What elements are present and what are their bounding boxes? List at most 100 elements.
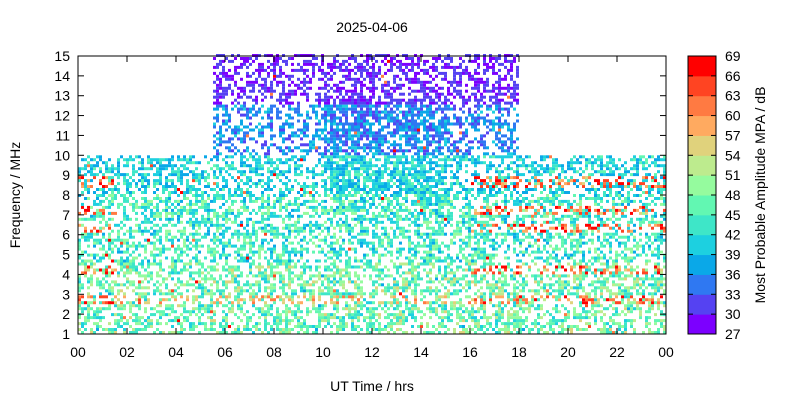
heatmap-cell — [267, 149, 270, 153]
heatmap-cell — [300, 173, 303, 177]
heatmap-cell — [78, 322, 81, 326]
heatmap-cell — [180, 182, 183, 186]
heatmap-cell — [312, 229, 315, 233]
heatmap-cell — [393, 86, 396, 90]
heatmap-cell — [216, 301, 219, 305]
heatmap-cell — [357, 298, 360, 302]
heatmap-cell — [99, 155, 102, 159]
heatmap-cell — [132, 170, 135, 174]
heatmap-cell — [366, 113, 369, 117]
heatmap-cell — [288, 256, 291, 260]
heatmap-cell — [222, 292, 225, 296]
heatmap-cell — [222, 176, 225, 180]
heatmap-cell — [279, 128, 282, 132]
heatmap-cell — [342, 238, 345, 242]
heatmap-cell — [312, 188, 315, 191]
heatmap-cell — [117, 176, 120, 180]
heatmap-cell — [246, 83, 249, 87]
heatmap-cell — [333, 176, 336, 180]
heatmap-cell — [393, 292, 396, 296]
heatmap-cell — [198, 223, 201, 227]
heatmap-cell — [252, 83, 255, 87]
heatmap-cell — [255, 280, 258, 284]
heatmap-cell — [336, 143, 339, 147]
heatmap-cell — [303, 199, 306, 203]
heatmap-cell — [300, 185, 303, 188]
heatmap-cell — [423, 68, 426, 72]
heatmap-cell — [408, 179, 411, 183]
heatmap-cell — [264, 310, 267, 314]
heatmap-cell — [297, 205, 300, 209]
heatmap-cell — [291, 140, 294, 144]
heatmap-cell — [84, 301, 87, 305]
heatmap-cell — [366, 217, 369, 221]
heatmap-cell — [399, 191, 402, 194]
heatmap-cell — [414, 122, 417, 126]
heatmap-cell — [363, 158, 366, 162]
heatmap-cell — [339, 98, 342, 102]
heatmap-cell — [213, 80, 216, 84]
heatmap-cell — [411, 101, 414, 105]
heatmap-cell — [408, 280, 411, 284]
heatmap-cell — [261, 131, 264, 135]
heatmap-cell — [81, 301, 84, 305]
heatmap-cell — [285, 182, 288, 186]
heatmap-cell — [360, 155, 363, 159]
heatmap-cell — [399, 217, 402, 221]
heatmap-cell — [168, 247, 171, 251]
heatmap-cell — [243, 247, 246, 251]
heatmap-cell — [96, 194, 99, 197]
heatmap-cell — [300, 328, 303, 331]
heatmap-cell — [177, 176, 180, 180]
heatmap-cell — [387, 152, 390, 156]
heatmap-cell — [348, 173, 351, 177]
heatmap-cell — [396, 197, 399, 200]
heatmap-cell — [201, 292, 204, 296]
heatmap-cell — [207, 310, 210, 314]
heatmap-cell — [246, 235, 249, 239]
heatmap-cell — [297, 220, 300, 224]
heatmap-cell — [126, 185, 129, 188]
heatmap-cell — [360, 104, 363, 108]
heatmap-cell — [81, 223, 84, 227]
heatmap-cell — [183, 304, 186, 308]
heatmap-cell — [135, 199, 138, 203]
heatmap-cell — [156, 223, 159, 227]
heatmap-cell — [273, 244, 276, 248]
heatmap-cell — [258, 271, 261, 275]
heatmap-cell — [258, 167, 261, 171]
heatmap-cell — [318, 322, 321, 326]
heatmap-cell — [360, 89, 363, 93]
heatmap-cell — [348, 71, 351, 75]
heatmap-cell — [189, 158, 192, 162]
heatmap-cell — [396, 265, 399, 269]
heatmap-cell — [378, 220, 381, 224]
heatmap-cell — [408, 173, 411, 177]
heatmap-cell — [135, 304, 138, 308]
heatmap-cell — [258, 265, 261, 269]
heatmap-cell — [393, 316, 396, 320]
heatmap-cell — [402, 155, 405, 159]
heatmap-cell — [243, 140, 246, 144]
heatmap-cell — [273, 173, 276, 177]
heatmap-cell — [87, 268, 90, 272]
heatmap-cell — [231, 271, 234, 275]
heatmap-cell — [204, 185, 207, 188]
heatmap-cell — [273, 214, 276, 218]
heatmap-cell — [315, 331, 318, 334]
heatmap-cell — [390, 116, 393, 120]
heatmap-cell — [372, 71, 375, 75]
heatmap-cell — [156, 328, 159, 331]
heatmap-cell — [210, 283, 213, 287]
heatmap-cell — [291, 277, 294, 281]
heatmap-cell — [189, 185, 192, 188]
heatmap-cell — [225, 182, 228, 186]
heatmap-cell — [411, 176, 414, 180]
heatmap-cell — [216, 262, 219, 266]
heatmap-cell — [171, 289, 174, 293]
heatmap-cell — [159, 226, 162, 230]
heatmap-cell — [417, 235, 420, 239]
heatmap-cell — [174, 319, 177, 323]
heatmap-cell — [132, 280, 135, 284]
heatmap-cell — [300, 80, 303, 84]
